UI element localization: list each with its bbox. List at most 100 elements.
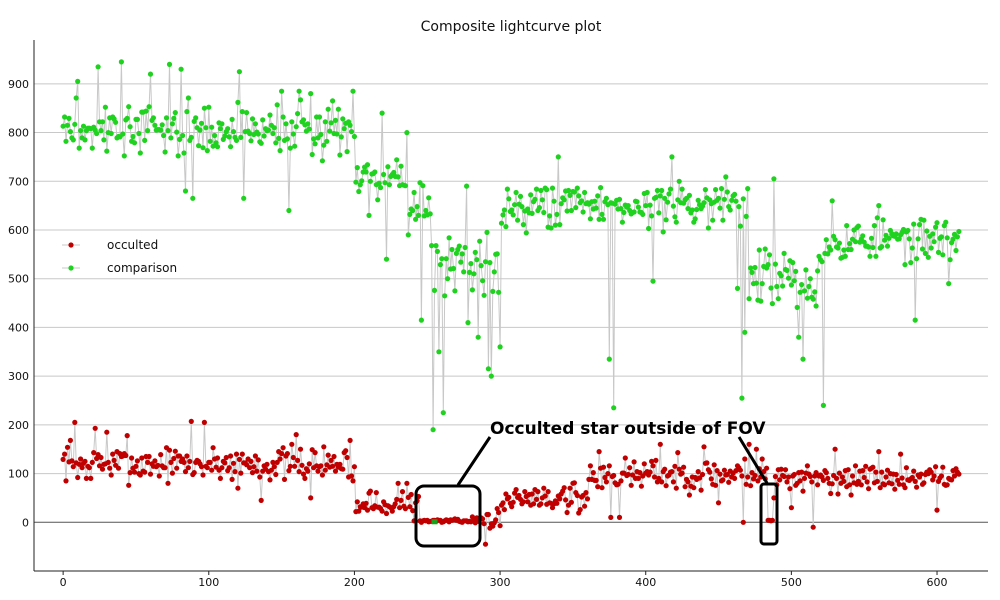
occulted-point (836, 470, 843, 476)
comparison-point (126, 104, 132, 110)
occulted-point (210, 445, 216, 451)
occulted-point (319, 472, 325, 478)
comparison-point (203, 125, 209, 131)
occulted-point (482, 541, 489, 547)
occulted-point (909, 474, 915, 481)
comparison-point (775, 296, 781, 302)
comparison-point (178, 66, 184, 72)
comparison-point (766, 252, 773, 258)
comparison-point (152, 122, 158, 128)
occulted-point (264, 461, 270, 467)
comparison-point (190, 195, 196, 201)
tick-labels: 0 100 200 300 400 500 600 700 800 900 0 100 200 300 40… (8, 78, 948, 589)
comparison-point (800, 356, 806, 362)
occulted-point (181, 459, 187, 465)
comparison-point (565, 187, 572, 194)
comparison-point (200, 145, 206, 151)
comparison-point (359, 178, 365, 184)
comparison-point (657, 193, 663, 199)
comparison-point (860, 233, 866, 239)
comparison-point (956, 228, 962, 235)
occulted-point (300, 471, 307, 477)
comparison-point (72, 121, 78, 127)
comparison-point (753, 280, 760, 286)
comparison-point (557, 222, 563, 228)
comparison-point (248, 138, 254, 144)
comparison-point (914, 256, 920, 262)
comparison-point (727, 207, 733, 213)
comparison-point (482, 259, 489, 265)
comparison-point (772, 261, 779, 267)
comparison-point (555, 154, 561, 160)
comparison-point (874, 215, 880, 221)
comparison-point (162, 149, 168, 155)
comparison-point (806, 283, 812, 290)
occulted-point (174, 465, 180, 471)
occulted-point (395, 480, 401, 486)
comparison-point (159, 122, 165, 128)
occulted-point (883, 474, 889, 480)
comparison-point (686, 192, 693, 198)
occulted-point (631, 459, 637, 465)
comparison-point (394, 157, 400, 163)
occulted-point (96, 463, 103, 469)
comparison-point (474, 257, 480, 263)
comparison-point (184, 109, 190, 115)
occulted-point (933, 464, 939, 470)
occulted-point (608, 514, 614, 521)
comparison-point (752, 264, 758, 271)
comparison-point (528, 192, 534, 198)
comparison-point (582, 189, 588, 196)
comparison-point (503, 224, 509, 230)
comparison-point (547, 213, 553, 219)
comparison-point (758, 298, 764, 304)
occulted-point (676, 466, 682, 472)
occulted-point (83, 475, 89, 481)
comparison-point (134, 116, 140, 122)
comparison-point (756, 247, 762, 253)
comparison-point (443, 256, 449, 262)
occulted-point (236, 456, 242, 462)
occulted-point (737, 467, 744, 473)
occulted-point (541, 485, 547, 491)
occulted-point (561, 485, 567, 491)
comparison-point (823, 237, 829, 243)
occulted-point (949, 477, 955, 483)
occulted-point (704, 460, 710, 466)
comparison-point (214, 144, 221, 150)
comparison-point (318, 131, 324, 138)
comparison-point (729, 197, 735, 203)
comparison-point (171, 115, 177, 121)
occulted-point (858, 482, 864, 488)
comparison-point (820, 402, 827, 408)
occulted-point (628, 482, 634, 488)
occulted-point (914, 484, 920, 490)
occulted-point (603, 479, 610, 485)
comparison-point (596, 216, 602, 222)
occulted-point (782, 467, 789, 473)
occulted-point (650, 463, 656, 469)
occulted-point (286, 468, 292, 474)
comparison-point (548, 225, 554, 231)
comparison-point (660, 229, 666, 235)
occulted-point (258, 497, 264, 503)
occulted-point (62, 451, 68, 457)
comparison-point (289, 119, 295, 125)
comparison-point (835, 245, 841, 251)
comparison-point (165, 128, 171, 134)
occulted-point (799, 469, 805, 475)
occulted-point (784, 479, 790, 485)
comparison-point (238, 134, 244, 140)
comparison-point (713, 187, 719, 193)
comparison-point (426, 195, 432, 201)
occulted-point (373, 490, 379, 496)
comparison-point (603, 195, 610, 201)
occulted-point (124, 433, 130, 439)
comparison-point (870, 244, 876, 251)
comparison-point (538, 187, 544, 194)
occulted-point (638, 483, 645, 489)
comparison-point (673, 219, 679, 225)
comparison-point (718, 186, 725, 192)
comparison-point (561, 197, 567, 203)
comparison-point (60, 123, 66, 129)
